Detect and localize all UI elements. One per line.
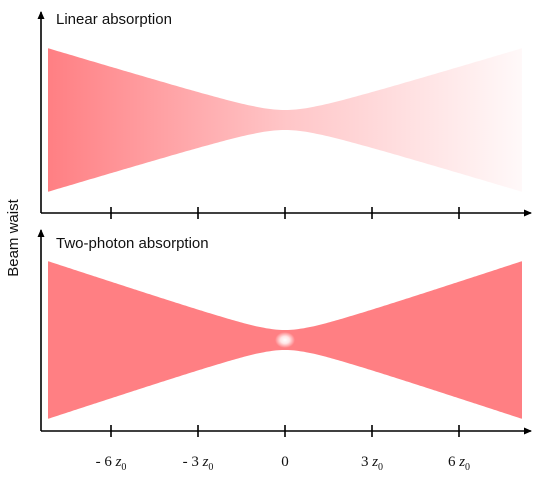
bottom-panel-title: Two-photon absorption bbox=[56, 235, 209, 252]
bottom-x-ticks bbox=[110, 425, 460, 437]
tick-label-subscript: 0 bbox=[378, 462, 383, 473]
x-tick-labels: - 6 z0- 3 z0 0 3 z0 6 z0 bbox=[96, 454, 470, 473]
tick-label-variable: z bbox=[458, 454, 465, 470]
tick-label-value: - 6 bbox=[96, 454, 116, 470]
x-tick-label: 0 bbox=[281, 454, 289, 470]
x-tick-label: - 6 z0 bbox=[96, 454, 127, 473]
tick-label-variable: z bbox=[115, 454, 122, 470]
tick-label-subscript: 0 bbox=[208, 462, 213, 473]
y-axis-label: Beam waist bbox=[5, 198, 22, 276]
linear-absorption-beam bbox=[48, 48, 522, 192]
top-x-ticks bbox=[110, 207, 460, 219]
x-tick-label: 3 z0 bbox=[361, 454, 383, 473]
tick-label-value: 6 bbox=[448, 454, 459, 470]
tick-label-variable: z bbox=[202, 454, 209, 470]
tick-label-value: 3 bbox=[361, 454, 372, 470]
x-tick-label: - 3 z0 bbox=[183, 454, 214, 473]
focus-glow bbox=[275, 332, 295, 348]
top-panel-title: Linear absorption bbox=[56, 11, 172, 28]
tick-label-value: 0 bbox=[281, 454, 289, 470]
x-tick-label: 6 z0 bbox=[448, 454, 470, 473]
tick-label-variable: z bbox=[371, 454, 378, 470]
tick-label-subscript: 0 bbox=[465, 462, 470, 473]
tick-label-value: - 3 bbox=[183, 454, 203, 470]
tick-label-subscript: 0 bbox=[121, 462, 126, 473]
